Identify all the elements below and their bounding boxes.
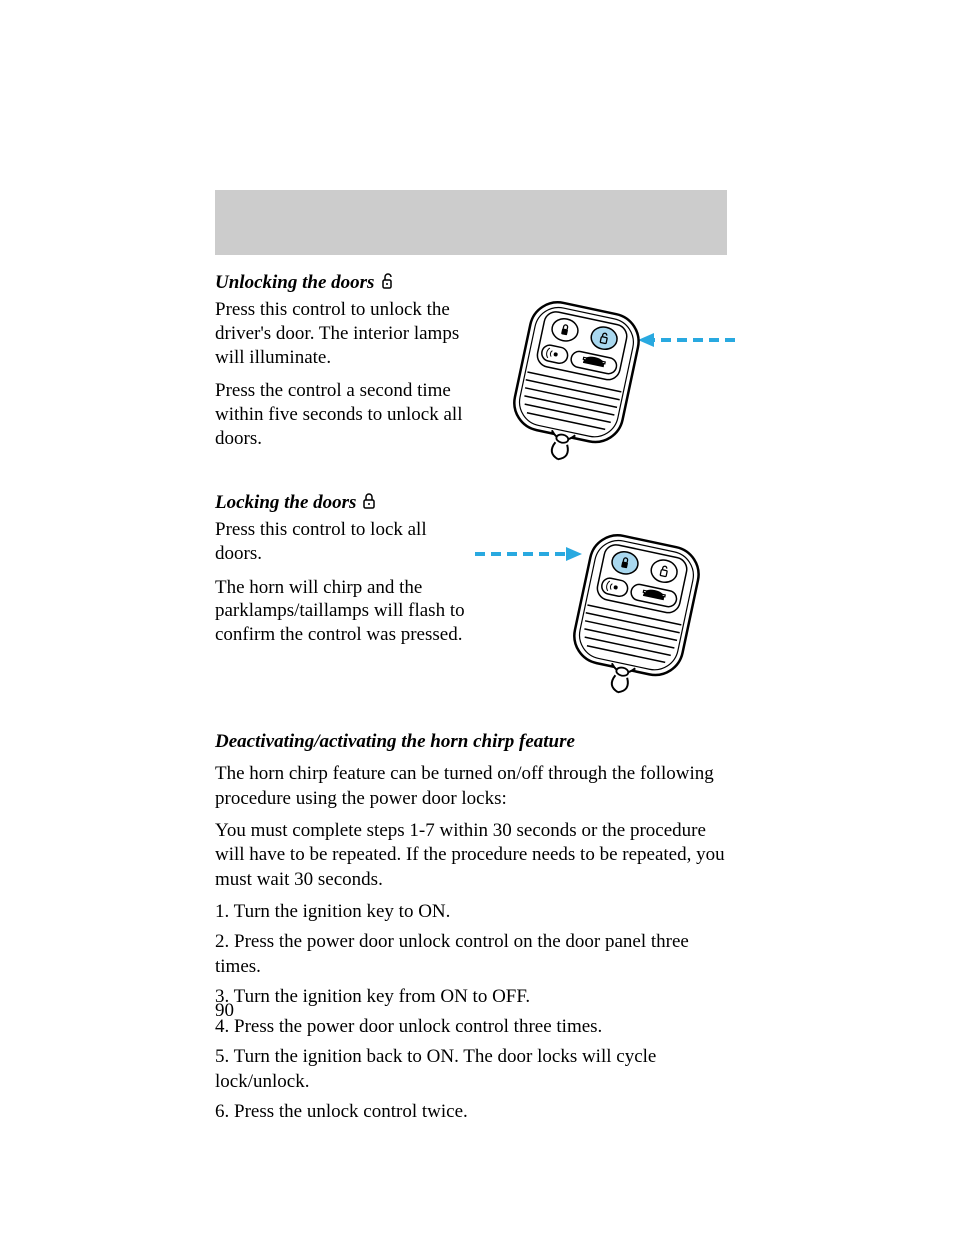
step-2: 2. Press the power door unlock control o… [215,930,725,979]
step-5: 5. Turn the ignition back to ON. The doo… [215,1045,725,1094]
unlock-p1: Press this control to unlock the driver'… [215,298,465,369]
remote-diagram-unlock [490,284,740,479]
unlock-icon [380,272,396,290]
heading-lock: Locking the doors [215,492,356,513]
header-band [215,190,727,255]
page-content: Unlocking the doors Press this control t… [215,272,725,1130]
page-number: 90 [215,1000,234,1022]
section-lock: Locking the doors Press this control to … [215,492,725,710]
unlock-p2: Press the control a second time within f… [215,379,465,450]
step-4: 4. Press the power door unlock control t… [215,1015,725,1039]
heading-row-lock: Locking the doors [215,492,725,514]
lock-icon [362,492,376,510]
procedure-note: You must complete steps 1-7 within 30 se… [215,819,725,892]
section-unlock: Unlocking the doors Press this control t… [215,272,725,472]
step-1: 1. Turn the ignition key to ON. [215,900,725,924]
remote-diagram-lock [470,514,730,714]
heading-procedure: Deactivating/activating the horn chirp f… [215,731,575,752]
lock-p1: Press this control to lock all doors. [215,518,475,566]
procedure-steps: 1. Turn the ignition key to ON. 2. Press… [215,900,725,1125]
arrow-unlock [638,333,735,347]
arrow-lock [475,547,582,561]
lock-p2: The horn will chirp and the parklamps/ta… [215,576,475,647]
step-3: 3. Turn the ignition key from ON to OFF. [215,985,725,1009]
body-lock: Press this control to lock all doors. Th… [215,518,475,647]
manual-page: Unlocking the doors Press this control t… [0,0,954,1235]
section-procedure: Deactivating/activating the horn chirp f… [215,730,725,1124]
step-6: 6. Press the unlock control twice. [215,1100,725,1124]
heading-unlock: Unlocking the doors [215,272,374,293]
body-unlock: Press this control to unlock the driver'… [215,298,465,451]
procedure-intro: The horn chirp feature can be turned on/… [215,762,725,811]
